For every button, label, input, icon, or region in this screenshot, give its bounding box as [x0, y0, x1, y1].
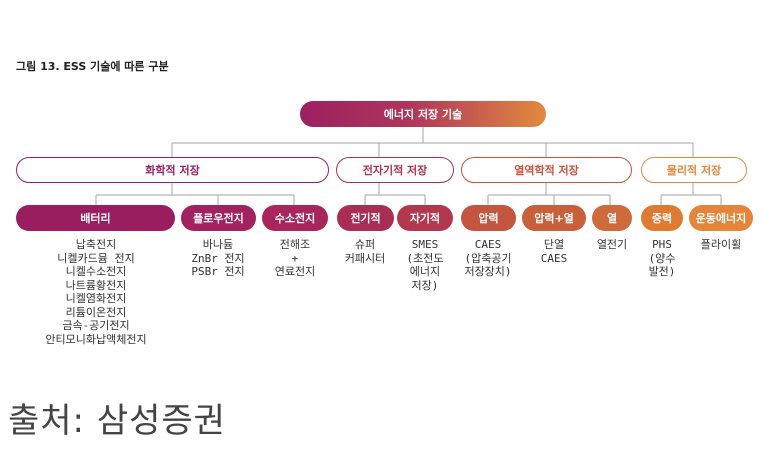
leaf-gravity: PHS (양수 발전) [648, 238, 676, 278]
sub-flow-battery: 플로우전지 [181, 205, 256, 231]
sub-pressure: 압력 [461, 205, 516, 231]
leaf-battery: 납축전지 니켈카드뮴 전지 니켈수소전지 나트륨황전지 니켈염화전지 리튬이온전… [45, 238, 147, 346]
sub-kinetic: 운동에너지 [689, 205, 753, 231]
sub-pressure-heat: 압력+열 [522, 205, 586, 231]
leaf-pressure: CAES (압축공기 저장장치) [464, 238, 512, 278]
category-physical: 물리적 저장 [641, 157, 747, 183]
leaf-hydrogen-cell: 전해조 + 연료전지 [274, 238, 316, 278]
leaf-kinetic: 플라이휠 [700, 238, 742, 251]
sub-hydrogen-cell: 수소전지 [262, 205, 328, 231]
leaf-heat: 열전기 [596, 238, 628, 251]
sub-magnetic: 자기적 [397, 205, 453, 231]
figure-title: 그림 13. ESS 기술에 따른 구분 [16, 60, 169, 73]
leaf-flow-battery: 바나듐 ZnBr 전지 PSBr 전지 [191, 238, 245, 278]
leaf-electrical: 슈퍼 커패시터 [344, 238, 386, 265]
sub-battery: 배터리 [16, 205, 175, 231]
category-thermodynamic: 열역학적 저장 [461, 157, 632, 183]
category-chemical: 화학적 저장 [16, 157, 329, 183]
category-electromagnetic: 전자기적 저장 [336, 157, 454, 183]
source-caption: 출처: 삼성증권 [8, 401, 226, 441]
leaf-magnetic: SMES (초전도 에너지 저장) [406, 238, 444, 292]
leaf-pressure-heat: 단열 CAES [540, 238, 568, 265]
sub-gravity: 중력 [641, 205, 683, 231]
root-node: 에너지 저장 기술 [300, 101, 546, 127]
sub-heat: 열 [592, 205, 632, 231]
sub-electrical: 전기적 [337, 205, 394, 231]
